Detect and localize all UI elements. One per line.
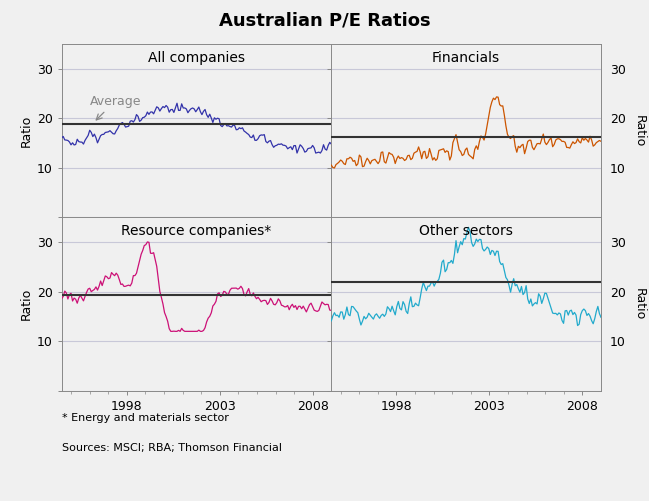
Text: * Energy and materials sector: * Energy and materials sector	[62, 413, 228, 423]
Y-axis label: Ratio: Ratio	[633, 288, 646, 320]
Text: Resource companies*: Resource companies*	[121, 224, 272, 238]
Text: Financials: Financials	[432, 51, 500, 65]
Text: Sources: MSCI; RBA; Thomson Financial: Sources: MSCI; RBA; Thomson Financial	[62, 443, 282, 453]
Y-axis label: Ratio: Ratio	[633, 115, 646, 147]
Text: Australian P/E Ratios: Australian P/E Ratios	[219, 12, 430, 30]
Text: All companies: All companies	[148, 51, 245, 65]
Y-axis label: Ratio: Ratio	[19, 115, 32, 147]
Y-axis label: Ratio: Ratio	[19, 288, 32, 320]
Text: Average: Average	[90, 95, 141, 120]
Text: Other sectors: Other sectors	[419, 224, 513, 238]
